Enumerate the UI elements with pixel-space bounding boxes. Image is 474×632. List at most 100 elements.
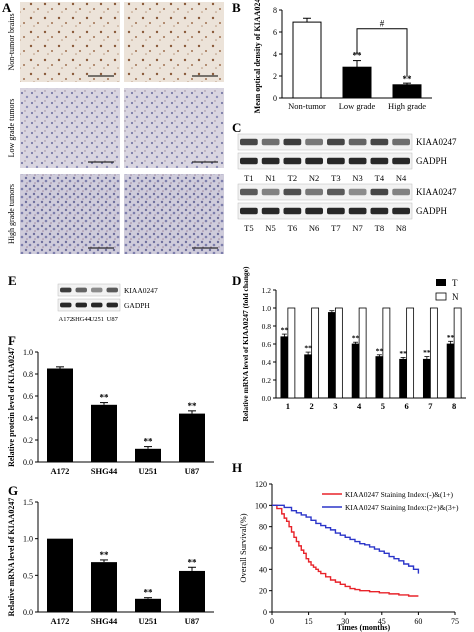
micrograph-lowgrade-1 bbox=[20, 88, 120, 168]
c-top-gadph-band bbox=[392, 157, 410, 165]
g-y-tick-label: 0.0 bbox=[23, 608, 33, 617]
d-significance: ** bbox=[376, 346, 384, 355]
c-top-gadph-band bbox=[305, 157, 323, 165]
c-bot-gadph-band bbox=[261, 207, 280, 215]
d-x-tick-label: 1 bbox=[286, 401, 290, 411]
c-bot-gadph-band bbox=[348, 207, 367, 215]
d-bar-n-4 bbox=[382, 307, 391, 399]
micrograph-nontumor-2 bbox=[124, 2, 224, 82]
c-bot-gadph-band bbox=[327, 207, 345, 215]
f-y-tick-label: 0.2 bbox=[23, 436, 33, 445]
g-x-tick-label: U87 bbox=[185, 616, 200, 626]
c-bot-row-label: KIAA0247 bbox=[416, 187, 457, 197]
b-y-tick-label: 0 bbox=[273, 94, 277, 103]
c-top-kiaa-band bbox=[327, 138, 345, 146]
e-lane-label: U87 bbox=[107, 316, 119, 323]
d-bar-t-0 bbox=[280, 336, 289, 399]
h-y-tick-label: 20 bbox=[259, 587, 267, 596]
d-y-tick-label: 1.0 bbox=[262, 304, 272, 313]
b-x-tick-label: High grade bbox=[388, 101, 426, 111]
panel-a: A Non-tumor brains Low grade tumors High… bbox=[2, 0, 224, 254]
d-bar-t-5 bbox=[399, 358, 408, 399]
c-bot-lane-label: N5 bbox=[265, 223, 275, 233]
f-y-tick-label: 0.0 bbox=[23, 458, 33, 467]
h-x-tick-label: 0 bbox=[270, 617, 274, 626]
d-bar-n-3 bbox=[358, 307, 367, 399]
d-significance: ** bbox=[399, 349, 407, 358]
h-y-label: Overall Survival(%) bbox=[238, 513, 248, 582]
h-y-tick-label: 100 bbox=[255, 501, 267, 510]
d-bar-n-5 bbox=[406, 307, 415, 399]
f-y-tick-label: 0.4 bbox=[23, 414, 33, 423]
c-bot-gadph-band bbox=[370, 207, 389, 215]
f-bar-2 bbox=[135, 448, 161, 462]
f-x-tick-label: A172 bbox=[51, 466, 70, 476]
g-bar-2 bbox=[135, 598, 161, 612]
g-bar-0 bbox=[47, 538, 73, 612]
c-bot-kiaa-band bbox=[240, 188, 258, 196]
c-bot-lane-label: N8 bbox=[396, 223, 406, 233]
c-bot-gadph-band bbox=[392, 207, 410, 215]
d-legend-swatch-n bbox=[435, 292, 447, 301]
b-y-label: Mean optical density of KIAA0247 bbox=[253, 0, 262, 113]
c-top-kiaa-band bbox=[305, 138, 323, 146]
f-bar-1 bbox=[91, 404, 117, 462]
f-y-tick-label: 0.6 bbox=[23, 392, 33, 401]
panel-letter-b: B bbox=[232, 0, 241, 15]
c-top-row-label: GADPH bbox=[416, 156, 448, 166]
d-bar-t-4 bbox=[375, 356, 384, 399]
d-bar-n-2 bbox=[334, 307, 343, 399]
c-bot-kiaa-band bbox=[305, 188, 323, 196]
c-bot-kiaa-band bbox=[348, 188, 367, 196]
f-significance: ** bbox=[144, 437, 154, 447]
b-x-tick-label: Non-tumor bbox=[288, 101, 326, 111]
d-legend-label-t: T bbox=[452, 278, 458, 288]
f-bar-3 bbox=[179, 413, 205, 462]
c-top-lane-label: N2 bbox=[309, 173, 319, 183]
d-y-tick-label: 0.6 bbox=[262, 340, 272, 349]
panel-c: C KIAA0247 GADPH T1 N1 T2 N2 T3 N3 T4 N4 KIAA0247 G… bbox=[232, 120, 457, 233]
b-bar-2 bbox=[392, 84, 422, 99]
panel-letter-e: E bbox=[8, 273, 17, 288]
d-significance: ** bbox=[281, 326, 289, 335]
g-significance: ** bbox=[100, 550, 110, 560]
c-top-gadph-band bbox=[348, 157, 367, 165]
c-top-row-label: KIAA0247 bbox=[416, 137, 457, 147]
h-y-tick-label: 40 bbox=[259, 565, 267, 574]
g-significance: ** bbox=[188, 557, 198, 567]
h-x-tick-label: 45 bbox=[378, 617, 386, 626]
e-lane-label: A172 bbox=[59, 316, 73, 323]
c-top-lane-label: T4 bbox=[375, 173, 385, 183]
d-y-tick-label: 0.0 bbox=[262, 394, 272, 403]
c-top-lane-label: N3 bbox=[352, 173, 362, 183]
b-bracket bbox=[356, 28, 408, 76]
e-kiaa-band bbox=[75, 287, 87, 293]
c-bot-gadph-band bbox=[283, 207, 302, 215]
b-bar-0 bbox=[292, 21, 322, 99]
c-top-kiaa-band bbox=[240, 138, 258, 146]
h-y-tick-label: 80 bbox=[259, 523, 267, 532]
e-kiaa-band bbox=[106, 287, 118, 293]
d-y-label: Relative mRNA level of KIAA0247 (fold ch… bbox=[241, 266, 250, 421]
b-bracket-label: # bbox=[380, 19, 385, 29]
h-x-label: Times (months) bbox=[337, 623, 391, 632]
d-significance: ** bbox=[304, 344, 312, 353]
micrograph-highgrade-1 bbox=[20, 174, 120, 254]
f-y-tick-label: 0.8 bbox=[23, 370, 33, 379]
d-y-tick-label: 0.2 bbox=[262, 376, 272, 385]
c-top-kiaa-strip bbox=[237, 133, 413, 151]
panel-d: D 0.0 0.2 0.4 0.6 0.8 1.0 1.2 1 2 3 4 5 6 7 8 ** ** ** ** *… bbox=[232, 266, 466, 421]
c-bot-lane-label: N6 bbox=[309, 223, 319, 233]
row-label-lowgrade: Low grade tumors bbox=[7, 99, 16, 158]
panel-h: H 0 20 40 60 80 100 120 0 15 30 45 60 75 KIAA0247 Sta… bbox=[232, 460, 459, 632]
c-bot-kiaa-band bbox=[370, 188, 389, 196]
e-kiaa-strip bbox=[57, 283, 121, 297]
h-y-tick-label: 120 bbox=[255, 480, 267, 489]
panel-letter-h: H bbox=[232, 460, 242, 475]
f-y-tick-label: 1.0 bbox=[23, 348, 33, 357]
d-x-tick-label: 8 bbox=[452, 401, 456, 411]
f-x-tick-label: SHG44 bbox=[91, 466, 118, 476]
